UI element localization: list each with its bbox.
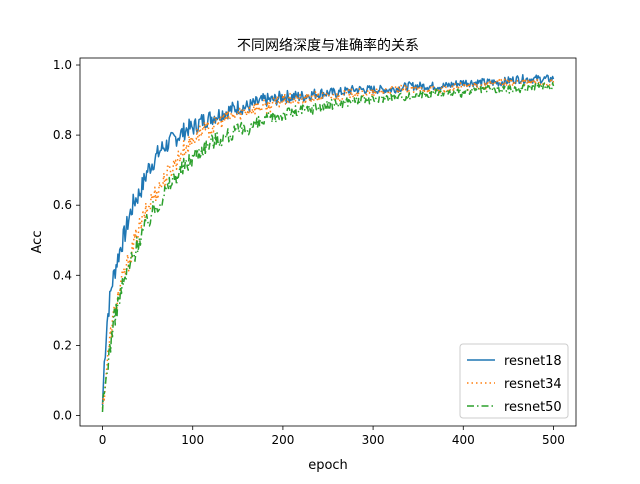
- y-tick-label: 0.6: [53, 198, 72, 212]
- x-tick-label: 200: [271, 433, 294, 447]
- axes-group: 0 100 200 300 400 500 0.0 0.2 0.4 0.6 0.8 1.0: [53, 58, 565, 447]
- y-tick-label: 1.0: [53, 58, 72, 72]
- y-tick-label: 0.0: [53, 408, 72, 422]
- legend-label-resnet18: resnet18: [504, 354, 562, 369]
- plot-area: [79, 57, 577, 427]
- y-tick-label: 0.8: [53, 128, 72, 142]
- y-tick-label: 0.4: [53, 268, 72, 282]
- series-line-resnet50: [101, 81, 555, 413]
- series-group: [101, 74, 555, 413]
- series-line-resnet18: [101, 74, 555, 406]
- chart-title: 不同网络深度与准确率的关系: [237, 37, 419, 54]
- legend-label-resnet50: resnet50: [504, 400, 562, 415]
- legend: resnet18 resnet34 resnet50: [459, 343, 569, 419]
- x-tick-label: 100: [181, 433, 204, 447]
- legend-label-resnet34: resnet34: [504, 377, 562, 392]
- x-tick-label: 0: [99, 433, 107, 447]
- x-tick-label: 300: [362, 433, 385, 447]
- y-tick-label: 0.2: [53, 338, 72, 352]
- y-axis-label: Acc: [30, 231, 45, 254]
- x-tick-label: 400: [452, 433, 475, 447]
- x-tick-label: 500: [542, 433, 565, 447]
- x-axis-label: epoch: [308, 458, 348, 473]
- legend-box: [459, 343, 569, 419]
